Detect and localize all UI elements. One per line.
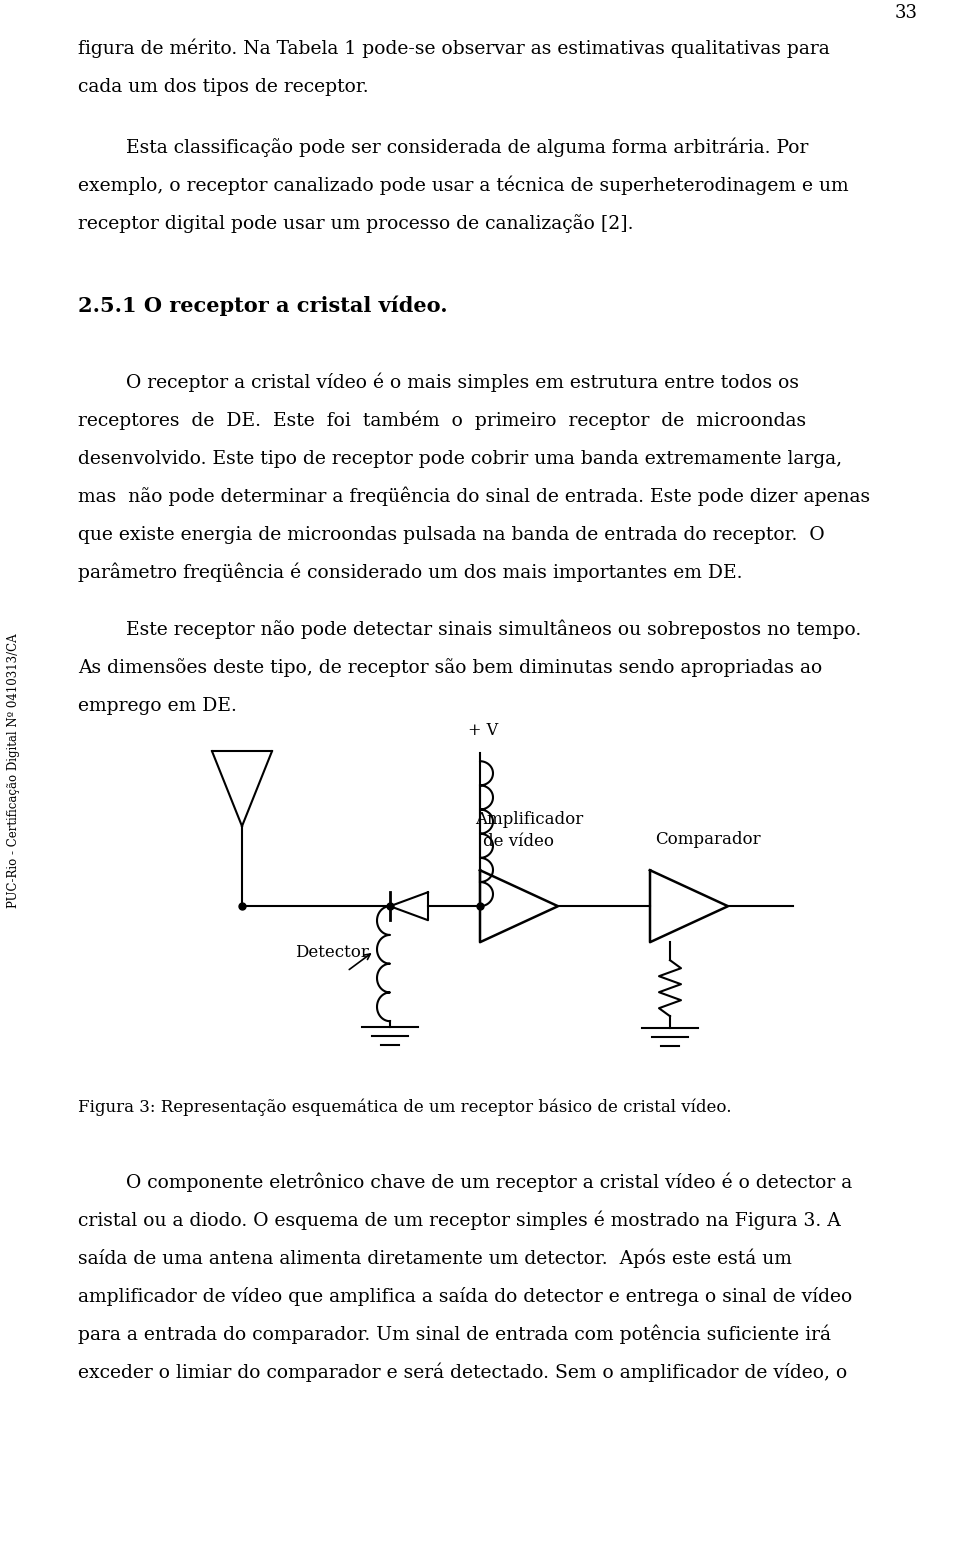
- Text: emprego em DE.: emprego em DE.: [78, 697, 237, 715]
- Text: parâmetro freqüência é considerado um dos mais importantes em DE.: parâmetro freqüência é considerado um do…: [78, 563, 742, 583]
- Text: figura de mérito. Na Tabela 1 pode-se observar as estimativas qualitativas para: figura de mérito. Na Tabela 1 pode-se ob…: [78, 39, 829, 59]
- Text: para a entrada do comparador. Um sinal de entrada com potência suficiente irá: para a entrada do comparador. Um sinal d…: [78, 1325, 831, 1345]
- Text: PUC-Rio - Certificação Digital Nº 0410313/CA: PUC-Rio - Certificação Digital Nº 041031…: [8, 634, 20, 908]
- Text: Amplificador: Amplificador: [475, 811, 584, 828]
- Text: saída de uma antena alimenta diretamente um detector.  Após este está um: saída de uma antena alimenta diretamente…: [78, 1249, 792, 1268]
- Text: Detector: Detector: [295, 944, 369, 961]
- Text: Figura 3: Representação esquemática de um receptor básico de cristal vídeo.: Figura 3: Representação esquemática de u…: [78, 1099, 732, 1116]
- Text: desenvolvido. Este tipo de receptor pode cobrir uma banda extremamente larga,: desenvolvido. Este tipo de receptor pode…: [78, 450, 842, 469]
- Text: cristal ou a diodo. O esquema de um receptor simples é mostrado na Figura 3. A: cristal ou a diodo. O esquema de um rece…: [78, 1210, 841, 1231]
- Text: Este receptor não pode detectar sinais simultâneos ou sobrepostos no tempo.: Este receptor não pode detectar sinais s…: [78, 620, 861, 640]
- Text: mas  não pode determinar a freqüência do sinal de entrada. Este pode dizer apena: mas não pode determinar a freqüência do …: [78, 487, 870, 506]
- Text: cada um dos tipos de receptor.: cada um dos tipos de receptor.: [78, 79, 369, 96]
- Text: Esta classificação pode ser considerada de alguma forma arbitrária. Por: Esta classificação pode ser considerada …: [78, 137, 808, 157]
- Text: que existe energia de microondas pulsada na banda de entrada do receptor.  O: que existe energia de microondas pulsada…: [78, 526, 825, 544]
- Text: 33: 33: [895, 5, 918, 22]
- Text: O componente eletrônico chave de um receptor a cristal vídeo é o detector a: O componente eletrônico chave de um rece…: [78, 1173, 852, 1192]
- Text: exemplo, o receptor canalizado pode usar a técnica de superheterodinagem e um: exemplo, o receptor canalizado pode usar…: [78, 176, 849, 194]
- Text: 2.5.1 O receptor a cristal vídeo.: 2.5.1 O receptor a cristal vídeo.: [78, 296, 447, 316]
- Text: Comparador: Comparador: [655, 831, 760, 848]
- Text: exceder o limiar do comparador e será detectado. Sem o amplificador de vídeo, o: exceder o limiar do comparador e será de…: [78, 1363, 848, 1382]
- Text: receptor digital pode usar um processo de canalização [2].: receptor digital pode usar um processo d…: [78, 214, 634, 233]
- Text: O receptor a cristal vídeo é o mais simples em estrutura entre todos os: O receptor a cristal vídeo é o mais simp…: [78, 373, 799, 392]
- Text: amplificador de vídeo que amplifica a saída do detector e entrega o sinal de víd: amplificador de vídeo que amplifica a sa…: [78, 1288, 852, 1306]
- Text: receptores  de  DE.  Este  foi  também  o  primeiro  receptor  de  microondas: receptores de DE. Este foi também o prim…: [78, 410, 806, 430]
- Text: As dimensões deste tipo, de receptor são bem diminutas sendo apropriadas ao: As dimensões deste tipo, de receptor são…: [78, 658, 823, 677]
- Text: + V: + V: [468, 722, 498, 739]
- Text: de vídeo: de vídeo: [483, 833, 554, 850]
